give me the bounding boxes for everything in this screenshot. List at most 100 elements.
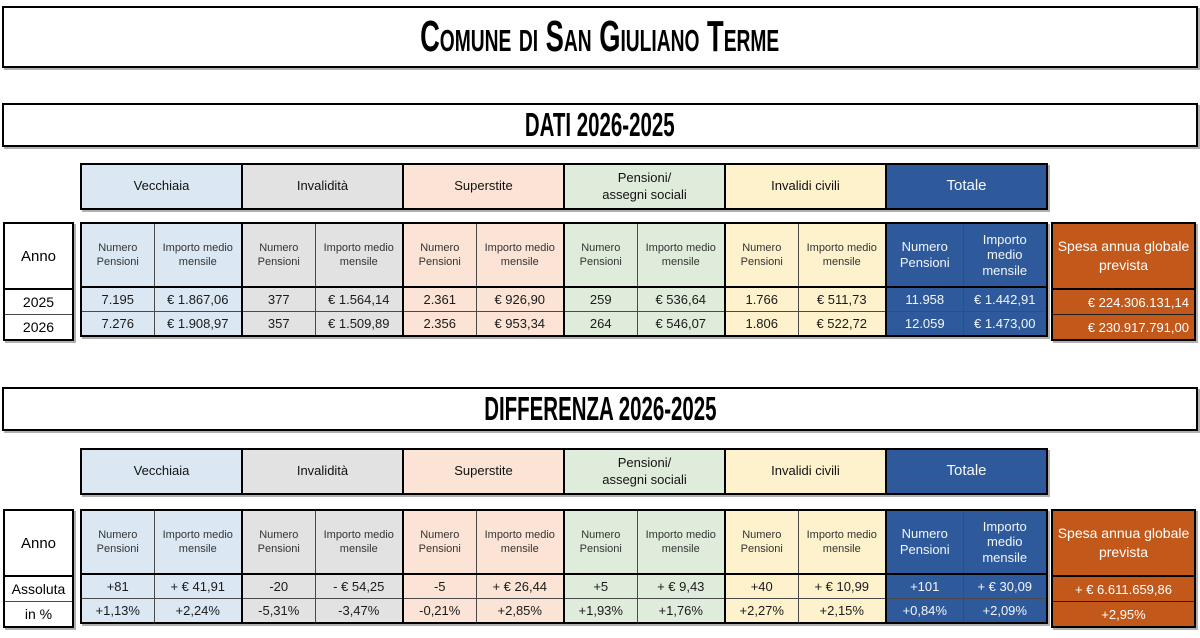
col-header-numero: Numero Pensioni [402,509,477,575]
data-cell: +2,85% [475,598,565,624]
category-superstite: Superstite [404,165,565,208]
spesa-header: Spesa annua globale prevista [1053,224,1194,290]
dati-column-header-row: Numero Pensioni Importo medio mensile Nu… [80,222,1048,288]
spesa-header: Spesa annua globale prevista [1053,511,1194,577]
data-cell: € 511,73 [797,286,887,312]
data-cell: + € 26,44 [475,573,565,599]
table-row-2025: 7.195 € 1.867,06 377 € 1.564,14 2.361 € … [80,286,1048,312]
data-cell: 1.806 [724,311,799,337]
col-header-numero: Numero Pensioni [80,222,155,288]
differenza-column-header-row: Numero Pensioni Importo medio mensile Nu… [80,509,1048,575]
col-header-importo: Importo medio mensile [636,509,726,575]
differenza-table: Numero Pensioni Importo medio mensile Nu… [80,509,1048,624]
row-label-assoluta: Assoluta [5,577,72,602]
table-row-assoluta: +81 + € 41,91 -20 - € 54,25 -5 + € 26,44… [80,573,1048,599]
data-cell: +1,13% [80,598,155,624]
data-cell: +2,15% [797,598,887,624]
data-cell: € 1.509,89 [314,311,404,337]
dati-section-heading: DATI 2026-2025 [525,106,675,143]
col-header-importo: Importo medio mensile [636,222,726,288]
data-cell: 7.276 [80,311,155,337]
row-label-in-percento: in % [24,606,53,622]
differenza-section-heading: DIFFERENZA 2026-2025 [483,390,717,427]
data-cell: € 1.908,97 [153,311,243,337]
category-invalidita: Invalidità [243,165,404,208]
row-label-2025: 2025 [5,290,72,315]
data-cell: 1.766 [724,286,799,312]
differenza-category-header-row: Vecchiaia Invalidità Superstite Pensioni… [80,448,1048,495]
col-header-importo: Importo medio mensile [475,222,565,288]
data-cell: 11.958 [885,286,964,312]
category-superstite: Superstite [404,450,565,493]
col-header-importo: Importo medio mensile [797,509,887,575]
data-cell: € 926,90 [475,286,565,312]
anno-header: Anno [5,511,72,577]
data-cell: + € 9,43 [636,573,726,599]
col-header-importo: Importo medio mensile [314,222,404,288]
table-row-in-percento: +1,13% +2,24% -5,31% -3,47% -0,21% +2,85… [80,598,1048,624]
differenza-table-band: Anno Assoluta in % Numero Pensioni Impor… [0,509,1200,628]
col-header-numero-totale: Numero Pensioni [885,509,964,575]
category-invalidita: Invalidità [243,450,404,493]
data-cell: +2,09% [962,598,1048,624]
data-cell: + € 41,91 [153,573,243,599]
page-title: Comune di San Giuliano Terme [420,12,780,61]
data-cell: + € 10,99 [797,573,887,599]
dati-table-band: Anno 2025 2026 Numero Pensioni Importo m… [0,222,1200,341]
data-cell: € 1.867,06 [153,286,243,312]
data-cell: +2,24% [153,598,243,624]
data-cell: + € 30,09 [962,573,1048,599]
data-cell: € 1.473,00 [962,311,1048,337]
col-header-importo-totale: Importo medio mensile [962,222,1048,288]
category-totale: Totale [887,165,1046,208]
col-header-importo: Importo medio mensile [153,509,243,575]
data-cell: 2.361 [402,286,477,312]
col-header-importo: Importo medio mensile [797,222,887,288]
data-cell: 259 [563,286,638,312]
data-cell: 2.356 [402,311,477,337]
differenza-anno-column: Anno Assoluta in % [3,509,74,628]
category-pensioni-assegni-sociali: Pensioni/ assegni sociali [565,165,726,208]
dati-anno-column: Anno 2025 2026 [3,222,74,341]
col-header-importo: Importo medio mensile [475,509,565,575]
differenza-spesa-column: Spesa annua globale prevista + € 6.611.6… [1051,509,1196,628]
data-cell: 377 [241,286,316,312]
data-cell: € 522,72 [797,311,887,337]
title-banner: Comune di San Giuliano Terme [2,6,1198,68]
data-cell: -5 [402,573,477,599]
dati-spesa-column: Spesa annua globale prevista € 224.306.1… [1051,222,1196,341]
spesa-cell-assoluta: + € 6.611.659,86 [1053,577,1194,602]
col-header-numero: Numero Pensioni [241,509,316,575]
data-cell: 264 [563,311,638,337]
col-header-numero: Numero Pensioni [402,222,477,288]
differenza-section-banner: DIFFERENZA 2026-2025 [2,387,1198,431]
row-label-2026: 2026 [22,319,55,335]
anno-header: Anno [5,224,72,290]
spesa-cell-in-percento: +2,95% [1101,606,1146,622]
category-invalidi-civili: Invalidi civili [726,450,887,493]
data-cell: € 953,34 [475,311,565,337]
spesa-cell-2025: € 224.306.131,14 [1053,290,1194,315]
data-cell: -0,21% [402,598,477,624]
spesa-cell-2026: € 230.917.791,00 [1087,319,1189,335]
col-header-numero: Numero Pensioni [563,509,638,575]
data-cell: - € 54,25 [314,573,404,599]
data-cell: 357 [241,311,316,337]
category-totale: Totale [887,450,1046,493]
col-header-numero: Numero Pensioni [724,509,799,575]
data-cell: +1,76% [636,598,726,624]
col-header-numero: Numero Pensioni [241,222,316,288]
data-cell: € 1.442,91 [962,286,1048,312]
data-cell: -20 [241,573,316,599]
col-header-numero: Numero Pensioni [724,222,799,288]
data-cell: € 536,64 [636,286,726,312]
col-header-numero: Numero Pensioni [563,222,638,288]
category-vecchiaia: Vecchiaia [82,165,243,208]
data-cell: +2,27% [724,598,799,624]
dati-table: Numero Pensioni Importo medio mensile Nu… [80,222,1048,337]
col-header-importo: Importo medio mensile [153,222,243,288]
data-cell: +101 [885,573,964,599]
data-cell: 7.195 [80,286,155,312]
col-header-importo: Importo medio mensile [314,509,404,575]
data-cell: € 546,07 [636,311,726,337]
